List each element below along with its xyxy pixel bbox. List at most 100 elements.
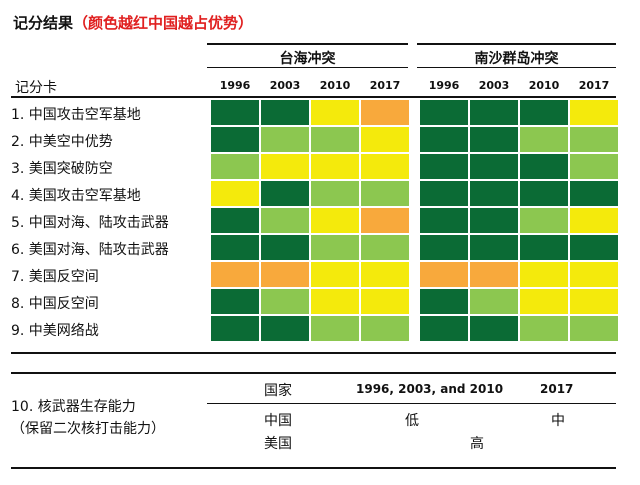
heatmap-cell-taiwan-2017 bbox=[361, 127, 409, 152]
group-rule-right bbox=[417, 67, 616, 68]
heatmap-cell-taiwan-2003 bbox=[261, 262, 309, 287]
nuclear-label-line1: 10. 核武器生存能力 bbox=[11, 399, 136, 415]
heatmap-cell-taiwan-2017 bbox=[361, 100, 409, 125]
heatmap-cell-spratly-2003 bbox=[470, 181, 518, 206]
china-country: 中国 bbox=[264, 413, 292, 429]
heatmap-cell-taiwan-2017 bbox=[361, 208, 409, 233]
heatmap-cell-taiwan-2010 bbox=[311, 262, 359, 287]
year-header: 2017 bbox=[369, 79, 401, 92]
heatmap-cell-taiwan-1996 bbox=[211, 127, 259, 152]
heatmap-cell-taiwan-1996 bbox=[211, 289, 259, 314]
heatmap-cell-spratly-2010 bbox=[520, 127, 568, 152]
heatmap-cell-spratly-2017 bbox=[570, 235, 618, 260]
heatmap-cell-spratly-2017 bbox=[570, 100, 618, 125]
heatmap-cell-spratly-1996 bbox=[420, 127, 468, 152]
heatmap-cell-taiwan-2010 bbox=[311, 289, 359, 314]
group-label-taiwan: 台海冲突 bbox=[279, 51, 336, 67]
chart-title: 记分结果（颜色越红中国越占优势） bbox=[13, 12, 253, 33]
year-header: 2003 bbox=[269, 79, 301, 92]
heatmap-cell-spratly-1996 bbox=[420, 154, 468, 179]
row-label: 7. 美国反空间 bbox=[11, 269, 99, 285]
heatmap-cell-spratly-2003 bbox=[470, 127, 518, 152]
heatmap-cell-taiwan-2017 bbox=[361, 235, 409, 260]
heatmap-cell-spratly-1996 bbox=[420, 208, 468, 233]
heatmap-cell-taiwan-1996 bbox=[211, 181, 259, 206]
header-rule bbox=[11, 96, 616, 98]
heatmap-cell-spratly-2010 bbox=[520, 235, 568, 260]
heatmap-cell-spratly-2010 bbox=[520, 316, 568, 341]
heatmap-cell-taiwan-1996 bbox=[211, 316, 259, 341]
period2-column-header: 2017 bbox=[540, 382, 574, 396]
country-column-header: 国家 bbox=[264, 383, 292, 399]
row-label: 9. 中美网络战 bbox=[11, 323, 99, 339]
period1-column-header: 1996, 2003, and 2010 bbox=[356, 382, 504, 396]
heatmap-cell-spratly-1996 bbox=[420, 316, 468, 341]
group-rule-left bbox=[207, 67, 408, 68]
heatmap-cell-spratly-2003 bbox=[470, 154, 518, 179]
year-header: 2003 bbox=[478, 79, 510, 92]
usa-country: 美国 bbox=[264, 436, 292, 452]
heatmap-cell-taiwan-1996 bbox=[211, 100, 259, 125]
heatmap-cell-spratly-2010 bbox=[520, 208, 568, 233]
title-subtitle: （颜色越红中国越占优势） bbox=[73, 14, 254, 32]
heatmap-cell-spratly-2017 bbox=[570, 154, 618, 179]
heatmap-cell-spratly-1996 bbox=[420, 289, 468, 314]
year-header: 2010 bbox=[528, 79, 560, 92]
heatmap-cell-spratly-2003 bbox=[470, 235, 518, 260]
heatmap-cell-taiwan-2017 bbox=[361, 181, 409, 206]
heatmap-cell-taiwan-1996 bbox=[211, 235, 259, 260]
heatmap-cell-spratly-1996 bbox=[420, 235, 468, 260]
heatmap-cell-taiwan-2017 bbox=[361, 262, 409, 287]
table-bottom-rule bbox=[11, 352, 616, 354]
row-label: 8. 中国反空间 bbox=[11, 296, 99, 312]
china-period2-value: 中 bbox=[551, 413, 565, 429]
heatmap-cell-taiwan-2010 bbox=[311, 100, 359, 125]
heatmap-cell-taiwan-1996 bbox=[211, 208, 259, 233]
heatmap-cell-taiwan-2010 bbox=[311, 154, 359, 179]
heatmap-cell-spratly-2010 bbox=[520, 289, 568, 314]
heatmap-cell-taiwan-2010 bbox=[311, 208, 359, 233]
heatmap-cell-taiwan-2010 bbox=[311, 316, 359, 341]
heatmap-cell-spratly-2003 bbox=[470, 100, 518, 125]
year-header: 1996 bbox=[219, 79, 251, 92]
heatmap-cell-spratly-2003 bbox=[470, 262, 518, 287]
row-label: 6. 美国对海、陆攻击武器 bbox=[11, 242, 169, 258]
heatmap-cell-spratly-2010 bbox=[520, 154, 568, 179]
heatmap-cell-taiwan-2010 bbox=[311, 235, 359, 260]
top-rule-right bbox=[417, 43, 616, 45]
heatmap-cell-spratly-2010 bbox=[520, 181, 568, 206]
heatmap-cell-spratly-2017 bbox=[570, 181, 618, 206]
heatmap-cell-taiwan-2003 bbox=[261, 289, 309, 314]
title-main: 记分结果 bbox=[13, 14, 74, 32]
heatmap-cell-spratly-2017 bbox=[570, 316, 618, 341]
nuclear-label-line2: （保留二次核打击能力） bbox=[11, 421, 165, 437]
heatmap-cell-spratly-2003 bbox=[470, 208, 518, 233]
heatmap-cell-spratly-2017 bbox=[570, 127, 618, 152]
heatmap-cell-taiwan-2017 bbox=[361, 289, 409, 314]
heatmap-cell-taiwan-1996 bbox=[211, 154, 259, 179]
heatmap-cell-taiwan-2003 bbox=[261, 154, 309, 179]
nuclear-header-rule bbox=[207, 403, 616, 404]
heatmap-cell-taiwan-2010 bbox=[311, 127, 359, 152]
row-label: 2. 中美空中优势 bbox=[11, 134, 113, 150]
year-header: 2017 bbox=[578, 79, 610, 92]
page-bottom-rule bbox=[11, 467, 616, 469]
top-rule-left bbox=[207, 43, 408, 45]
heatmap-cell-spratly-2010 bbox=[520, 262, 568, 287]
row-label: 4. 美国攻击空军基地 bbox=[11, 188, 141, 204]
heatmap-cell-taiwan-2017 bbox=[361, 154, 409, 179]
heatmap-cell-spratly-1996 bbox=[420, 100, 468, 125]
heatmap-cell-taiwan-2003 bbox=[261, 316, 309, 341]
heatmap-cell-spratly-2003 bbox=[470, 289, 518, 314]
year-header: 2010 bbox=[319, 79, 351, 92]
group-label-spratly: 南沙群岛冲突 bbox=[474, 51, 559, 67]
heatmap-cell-spratly-1996 bbox=[420, 181, 468, 206]
row-label: 5. 中国对海、陆攻击武器 bbox=[11, 215, 169, 231]
row-label: 3. 美国突破防空 bbox=[11, 161, 113, 177]
heatmap-cell-spratly-2010 bbox=[520, 100, 568, 125]
heatmap-cell-spratly-2017 bbox=[570, 289, 618, 314]
heatmap-cell-taiwan-2017 bbox=[361, 316, 409, 341]
heatmap-cell-spratly-1996 bbox=[420, 262, 468, 287]
heatmap-cell-taiwan-2003 bbox=[261, 235, 309, 260]
